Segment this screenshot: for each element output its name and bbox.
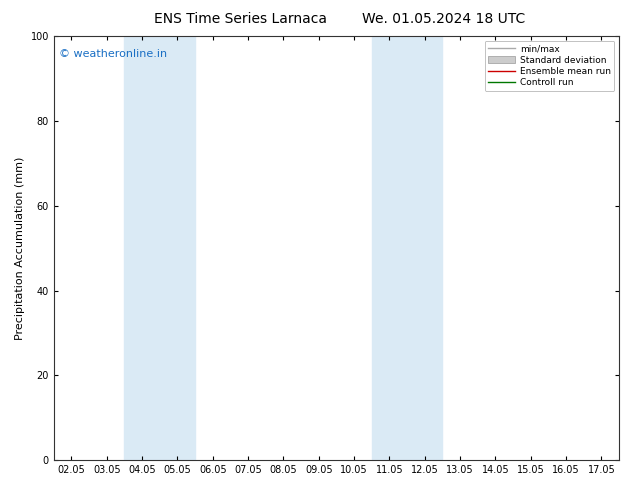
Text: We. 01.05.2024 18 UTC: We. 01.05.2024 18 UTC	[362, 12, 526, 26]
Y-axis label: Precipitation Accumulation (mm): Precipitation Accumulation (mm)	[15, 156, 25, 340]
Bar	[124, 36, 160, 460]
Text: © weatheronline.in: © weatheronline.in	[60, 49, 167, 59]
Legend: min/max, Standard deviation, Ensemble mean run, Controll run: min/max, Standard deviation, Ensemble me…	[484, 41, 614, 91]
Bar	[160, 36, 195, 460]
Bar	[407, 36, 443, 460]
Text: ENS Time Series Larnaca: ENS Time Series Larnaca	[155, 12, 327, 26]
Bar	[372, 36, 407, 460]
